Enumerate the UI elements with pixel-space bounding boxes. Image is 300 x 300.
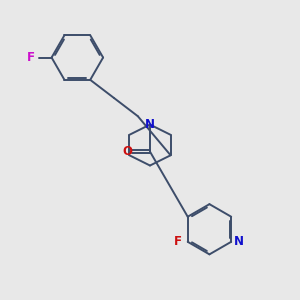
Text: O: O	[123, 145, 133, 158]
Text: F: F	[174, 235, 182, 248]
Text: N: N	[145, 118, 155, 131]
Text: F: F	[27, 51, 35, 64]
Text: N: N	[234, 235, 244, 248]
